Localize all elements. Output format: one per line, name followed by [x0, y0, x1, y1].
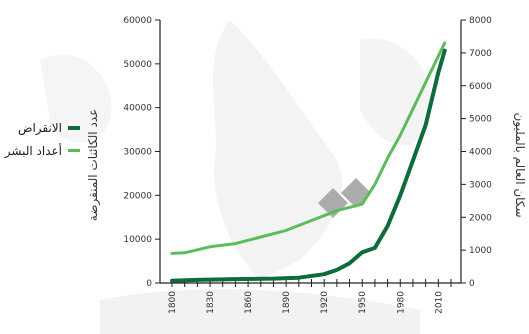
right-tick-label: 0: [469, 279, 475, 289]
left-tick-label: 50000: [123, 60, 152, 70]
left-tick-label: 20000: [123, 191, 152, 201]
x-axis-ticks: 1800 1830 1860 1890 1920 1950 1980 2010: [168, 279, 452, 314]
left-tick-label: 60000: [123, 16, 152, 26]
left-axis-ticks: 0 10000 20000 30000 40000 50000 60000: [123, 16, 160, 289]
right-tick-label: 6000: [469, 82, 492, 92]
x-tick-label: 1950: [358, 291, 368, 314]
series-layer: [170, 41, 447, 283]
left-tick-label: 10000: [123, 235, 152, 245]
x-tick-label: 1890: [282, 291, 292, 314]
left-tick-label: 30000: [123, 148, 152, 158]
x-tick-label: 1860: [244, 291, 254, 314]
series-line-population: [170, 41, 447, 255]
x-tick-label: 1800: [168, 291, 178, 314]
legend-label-extinction: الانقراض: [18, 121, 62, 136]
x-tick-label: 1980: [396, 291, 406, 314]
background-decoration: [40, 20, 432, 334]
series-line-extinction: [170, 48, 447, 283]
right-axis-title: سكان العالم بالمليون: [512, 112, 527, 217]
x-tick-label: 2010: [434, 291, 444, 314]
left-axis-title: عدد الكائنات المنقرضة: [86, 109, 101, 221]
left-tick-label: 40000: [123, 104, 152, 114]
right-tick-label: 7000: [469, 49, 492, 59]
right-tick-label: 3000: [469, 180, 492, 190]
legend-swatch-extinction: [68, 126, 80, 130]
legend-swatch-population: [68, 149, 80, 152]
right-tick-label: 4000: [469, 148, 492, 158]
right-axis-ticks: 0 1000 2000 3000 4000 5000 6000 7000 8000: [461, 16, 492, 289]
legend-label-population: أعداد البشر: [4, 143, 62, 159]
right-tick-label: 2000: [469, 213, 492, 223]
legend: الانقراض أعداد البشر: [4, 121, 80, 159]
right-tick-label: 1000: [469, 246, 492, 256]
right-tick-label: 8000: [469, 16, 492, 26]
x-tick-label: 1920: [320, 291, 330, 314]
right-tick-label: 5000: [469, 115, 492, 125]
x-tick-label: 1830: [206, 291, 216, 314]
left-tick-label: 0: [146, 279, 152, 289]
